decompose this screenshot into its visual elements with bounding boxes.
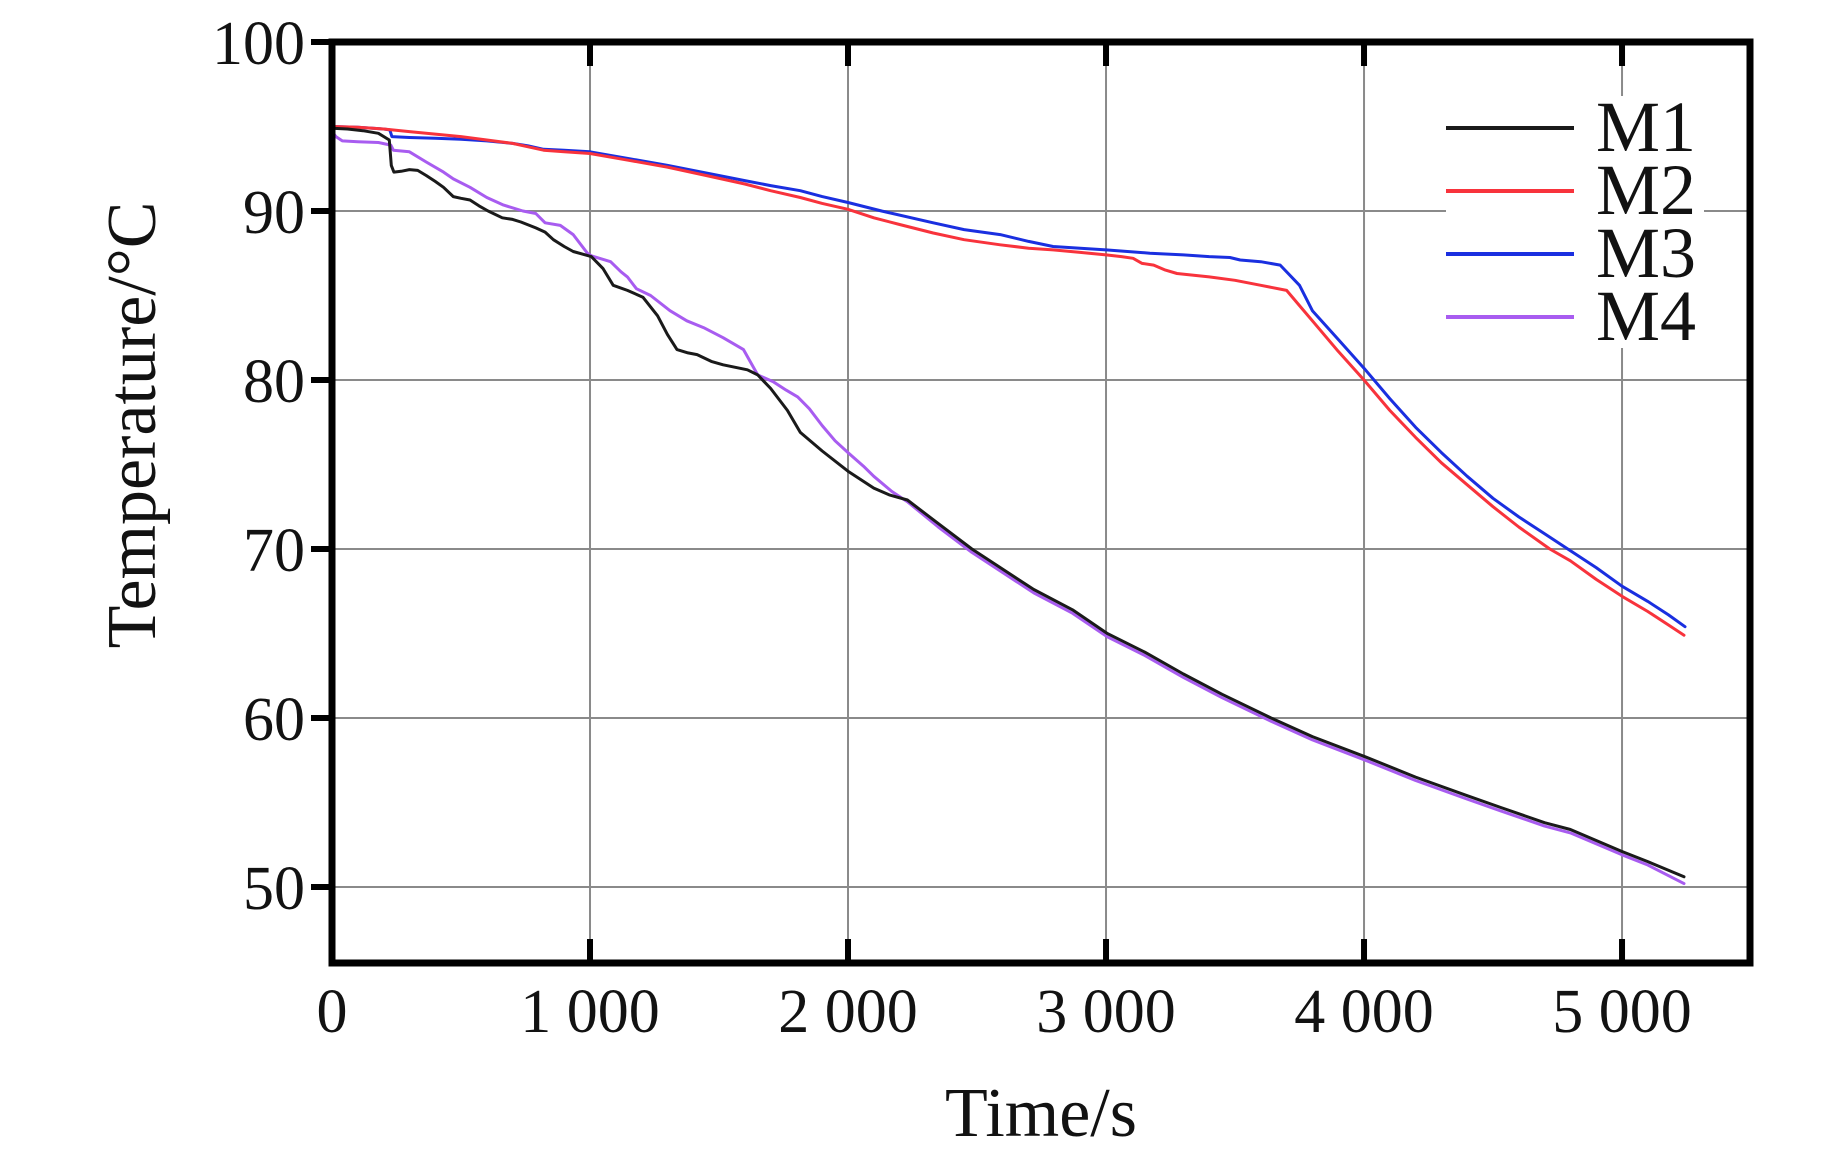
legend-item-m3: M3 — [1446, 213, 1697, 293]
svg-text:50: 50 — [243, 855, 305, 923]
legend-line-m2-icon — [1446, 188, 1574, 193]
svg-text:100: 100 — [212, 10, 305, 78]
legend-item-m2: M2 — [1446, 150, 1697, 230]
svg-text:2 000: 2 000 — [778, 978, 918, 1046]
legend-line-m4-icon — [1446, 314, 1574, 319]
svg-text:4 000: 4 000 — [1294, 978, 1434, 1046]
svg-text:0: 0 — [317, 978, 348, 1046]
legend-label-m3: M3 — [1596, 213, 1697, 293]
svg-text:80: 80 — [243, 348, 305, 416]
svg-text:5 000: 5 000 — [1552, 978, 1692, 1046]
legend-item-m4: M4 — [1446, 276, 1697, 356]
legend-item-m1: M1 — [1446, 87, 1697, 167]
legend-label-m4: M4 — [1596, 276, 1697, 356]
legend-line-m1-icon — [1446, 125, 1574, 130]
legend-label-m1: M1 — [1596, 87, 1697, 167]
svg-text:3 000: 3 000 — [1036, 978, 1176, 1046]
legend-line-m3-icon — [1446, 251, 1574, 256]
legend-label-m2: M2 — [1596, 150, 1697, 230]
y-axis-title: Temperature/°C — [94, 201, 171, 649]
svg-text:90: 90 — [243, 179, 305, 247]
svg-text:60: 60 — [243, 686, 305, 754]
legend: M1 M2 M3 M4 — [1446, 87, 1705, 356]
svg-text:1 000: 1 000 — [520, 978, 660, 1046]
svg-text:70: 70 — [243, 517, 305, 585]
x-axis-title: Time/s — [945, 1075, 1137, 1152]
